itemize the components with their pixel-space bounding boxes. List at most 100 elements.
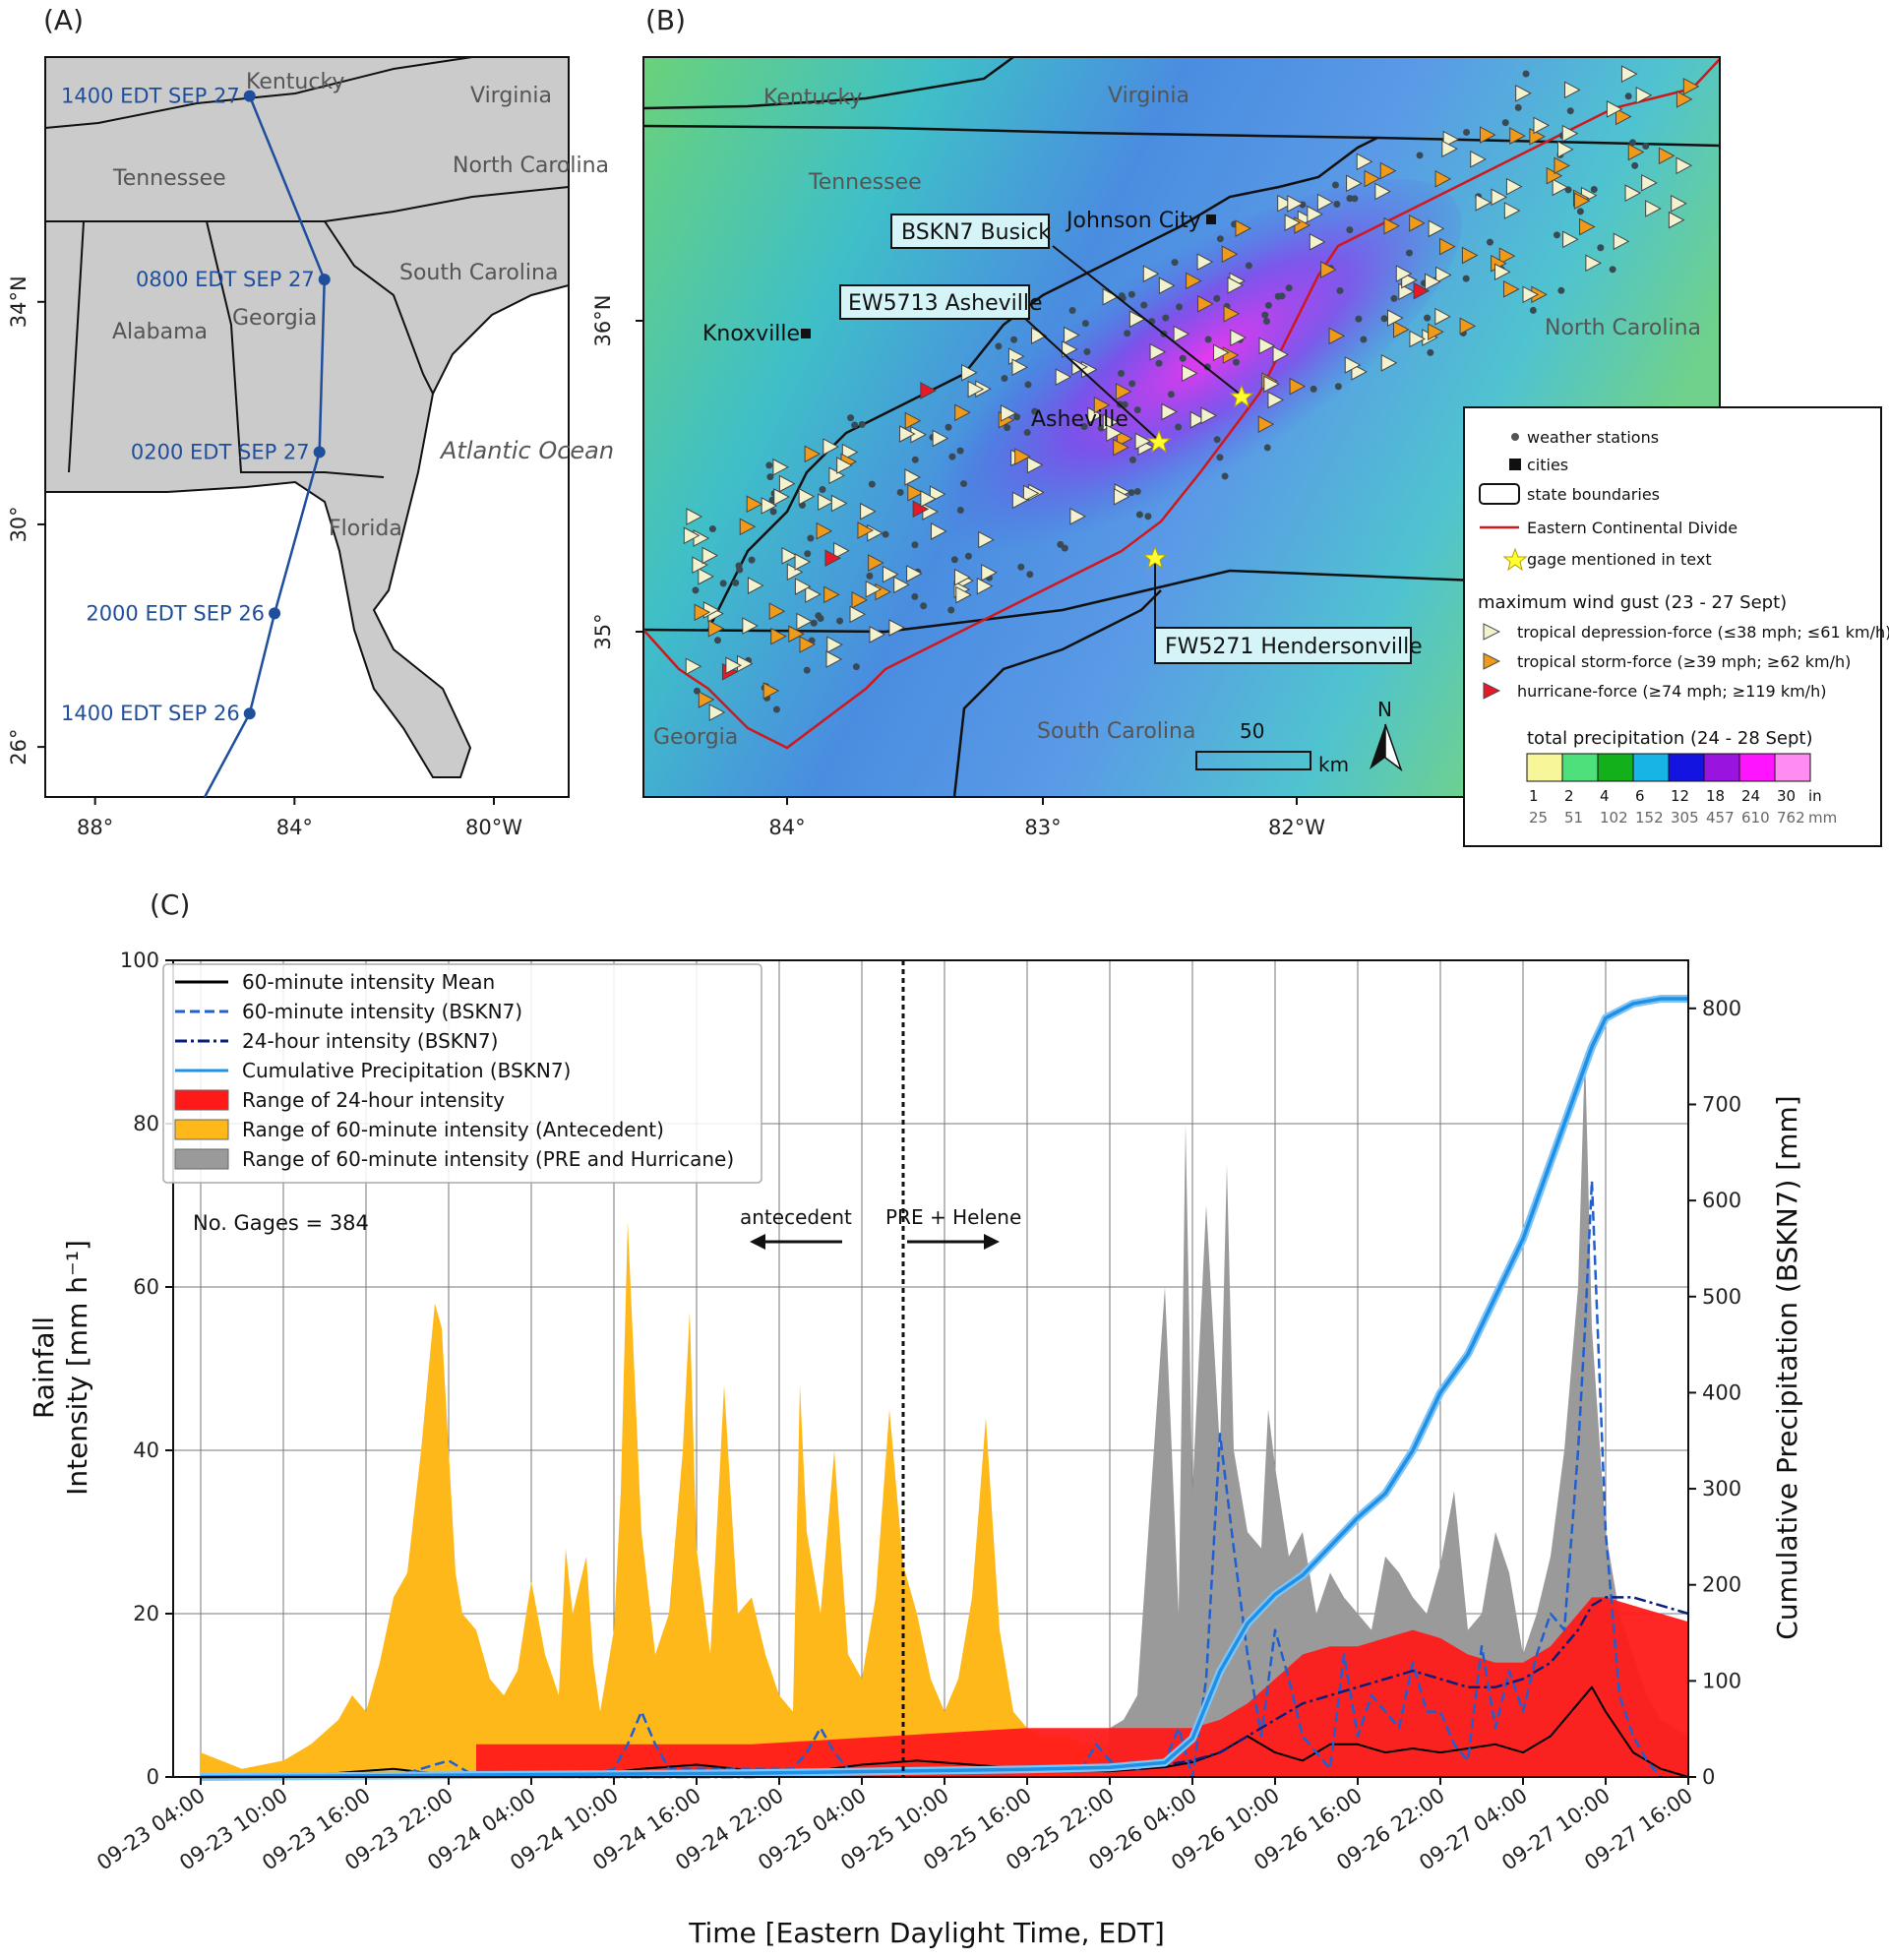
land-mass bbox=[44, 56, 570, 778]
station-dot bbox=[692, 586, 700, 594]
wind-gust-marker bbox=[1498, 247, 1516, 265]
wind-gust-marker bbox=[683, 526, 701, 545]
wind-gust-marker bbox=[1200, 406, 1218, 425]
station-dot bbox=[819, 485, 826, 493]
wind-gust-marker bbox=[1223, 304, 1241, 323]
wind-gust-marker bbox=[1579, 217, 1596, 236]
track-line bbox=[204, 95, 326, 798]
station-dot bbox=[924, 507, 932, 515]
y2-tick-label: 400 bbox=[1702, 1380, 1741, 1404]
wind-gust-marker bbox=[906, 565, 923, 582]
station-dot bbox=[745, 656, 753, 664]
wind-gust-marker bbox=[865, 580, 883, 598]
bskn7-60min-line bbox=[201, 1179, 1662, 1779]
x-tick-label: 80°W bbox=[465, 816, 522, 839]
wind-gust-marker bbox=[1142, 265, 1160, 283]
legend-city-marker bbox=[1509, 459, 1521, 470]
y2-tick-label: 600 bbox=[1702, 1189, 1741, 1212]
station-dot bbox=[1380, 315, 1388, 323]
station-dot bbox=[1097, 424, 1105, 432]
station-dot bbox=[810, 619, 818, 627]
station-dot bbox=[693, 687, 701, 695]
station-dot bbox=[914, 568, 922, 576]
wind-gust-marker bbox=[1409, 330, 1426, 348]
wind-gust-marker bbox=[1297, 210, 1314, 228]
wind-gust-marker bbox=[910, 425, 927, 444]
colorbar-in-label: 4 bbox=[1600, 787, 1610, 805]
range-24h-area bbox=[476, 1597, 1688, 1777]
legend-wind-title: maximum wind gust (23 - 27 Sept) bbox=[1478, 592, 1787, 613]
wind-gust-marker bbox=[1114, 483, 1131, 501]
gage-box-fw5271 bbox=[1154, 627, 1412, 664]
wind-gust-marker bbox=[893, 576, 910, 594]
wind-gust-marker bbox=[1257, 415, 1275, 434]
station-dot bbox=[1171, 259, 1179, 267]
legend-label: Range of 24-hour intensity bbox=[242, 1088, 505, 1112]
wind-gust-marker bbox=[1346, 174, 1363, 193]
wind-gust-marker bbox=[961, 363, 978, 382]
station-dot bbox=[1128, 456, 1136, 463]
wind-gust-marker bbox=[1682, 77, 1700, 95]
y2-axis-title: Cumulative Precipitation (BSKN7) [mm] bbox=[1771, 1095, 1803, 1639]
wind-gust-marker bbox=[1491, 254, 1507, 273]
wind-gust-marker bbox=[1134, 432, 1152, 451]
wind-gust-marker bbox=[1668, 211, 1685, 229]
wind-gust-marker bbox=[912, 500, 930, 519]
x-tick-label: 09-24 10:00 bbox=[506, 1783, 623, 1874]
station-dot bbox=[1124, 330, 1131, 337]
station-dot bbox=[748, 556, 756, 564]
wind-gust-marker bbox=[1344, 356, 1362, 374]
station-dot bbox=[985, 574, 993, 582]
wind-gust-marker bbox=[1503, 202, 1521, 219]
cumulative-glow bbox=[200, 995, 1688, 1781]
y-tick-label: 26° bbox=[7, 728, 30, 765]
state-label-north-carolina: North Carolina bbox=[453, 153, 609, 178]
wind-gust-marker bbox=[1627, 143, 1645, 161]
wind-gust-marker bbox=[830, 494, 848, 513]
station-dot bbox=[947, 606, 955, 614]
colorbar-in-label: 2 bbox=[1564, 787, 1574, 805]
wind-gust-marker bbox=[1113, 487, 1130, 506]
wind-gust-marker bbox=[1031, 327, 1048, 345]
wind-gust-marker bbox=[1106, 424, 1123, 443]
x-axis-title: Time [Eastern Daylight Time, EDT] bbox=[688, 1917, 1165, 1949]
station-dot bbox=[765, 461, 773, 469]
station-dot bbox=[1057, 540, 1065, 548]
colorbar-segment bbox=[1597, 753, 1634, 782]
wind-gust-marker bbox=[823, 438, 839, 456]
wind-gust-marker bbox=[1435, 266, 1452, 284]
legend-states: state boundaries bbox=[1527, 485, 1660, 504]
wind-gust-marker bbox=[1573, 192, 1591, 210]
colorbar-mm-label: 457 bbox=[1706, 809, 1735, 827]
wind-gust-marker bbox=[1434, 169, 1452, 188]
wind-gust-marker bbox=[1294, 216, 1310, 234]
y-tick-label: 60 bbox=[133, 1275, 159, 1299]
station-dot bbox=[964, 552, 972, 560]
wind-gust-marker bbox=[1229, 272, 1246, 290]
city-markers: Johnson City Knoxville Asheville bbox=[702, 209, 1216, 432]
wind-gust-marker bbox=[1645, 200, 1662, 217]
wind-gust-marker bbox=[1007, 347, 1025, 366]
wind-gust-marker bbox=[1272, 345, 1290, 364]
wind-gust-marker bbox=[768, 602, 786, 621]
x-tick-label: 09-26 10:00 bbox=[1167, 1783, 1284, 1874]
legend-label: 60-minute intensity (BSKN7) bbox=[242, 1000, 522, 1023]
station-dot bbox=[1405, 249, 1413, 257]
wind-gust-marker bbox=[1615, 107, 1632, 126]
colorbar-segment bbox=[1632, 753, 1670, 782]
wind-gust-marker bbox=[804, 445, 822, 463]
wind-gust-marker bbox=[1428, 323, 1444, 341]
colorbar-segment bbox=[1738, 753, 1776, 782]
station-dot bbox=[772, 705, 780, 713]
chart-legend: 60-minute intensity Mean 60-minute intens… bbox=[162, 963, 762, 1184]
wind-gust-marker bbox=[1230, 329, 1247, 347]
x-tick-label: 84° bbox=[276, 816, 313, 839]
wind-gust-marker bbox=[693, 529, 710, 547]
station-dot bbox=[1529, 306, 1537, 314]
colorbar-in-label: 30 bbox=[1777, 787, 1796, 805]
wind-gust-marker bbox=[788, 625, 805, 643]
colorbar-in-label: 24 bbox=[1741, 787, 1760, 805]
station-dot bbox=[911, 456, 919, 463]
wind-gust-marker bbox=[1182, 364, 1198, 383]
